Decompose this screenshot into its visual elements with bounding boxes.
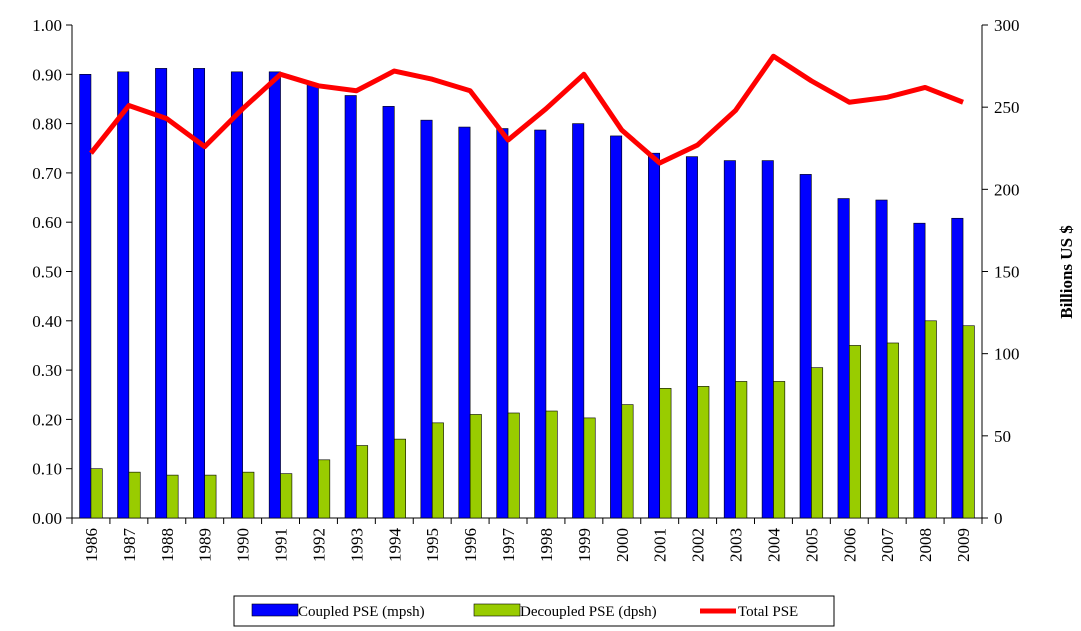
y-tick-label: 0.00 (32, 509, 62, 528)
y2-tick-label: 250 (994, 98, 1020, 117)
y-tick-label: 0.40 (32, 312, 62, 331)
bar (837, 198, 850, 519)
y-tick-label: 1.00 (32, 16, 62, 35)
x-tick-label: 1993 (347, 528, 366, 562)
x-tick-label: 2000 (613, 528, 632, 562)
bar (79, 74, 92, 519)
line (89, 53, 964, 166)
x-tick-label: 1992 (309, 528, 328, 562)
x-tick-label: 1995 (423, 528, 442, 562)
bar (583, 417, 596, 519)
bar (811, 367, 824, 519)
bar (166, 474, 179, 519)
y-tick-label: 0.60 (32, 213, 62, 232)
x-tick-label: 2009 (954, 528, 973, 562)
bar (420, 119, 433, 519)
x-tick-label: 1987 (120, 528, 139, 563)
x-tick-label: 1991 (272, 528, 291, 562)
y-tick-label: 0.10 (32, 460, 62, 479)
y2-tick-label: 150 (994, 263, 1020, 282)
bar (356, 445, 369, 519)
y-tick-label: 0.50 (32, 263, 62, 282)
x-tick-label: 1986 (82, 528, 101, 562)
bar (382, 106, 395, 519)
bar (848, 345, 861, 519)
y2-tick-label: 50 (994, 427, 1011, 446)
x-tick-label: 1994 (385, 528, 404, 563)
bar (128, 471, 141, 519)
bar (659, 388, 672, 519)
bar (685, 156, 698, 519)
bar (268, 71, 281, 519)
y-tick-label: 0.20 (32, 410, 62, 429)
bar (924, 320, 937, 519)
bar (875, 199, 888, 519)
x-tick-label: 1997 (499, 528, 518, 563)
bar (117, 71, 130, 519)
bar (280, 473, 293, 519)
y2-tick-label: 200 (994, 180, 1020, 199)
x-tick-label: 2003 (727, 528, 746, 562)
bar (507, 412, 520, 519)
legend-label: Total PSE (738, 604, 798, 620)
bar (496, 128, 509, 519)
y-tick-label: 0.70 (32, 164, 62, 183)
x-tick-label: 2004 (764, 528, 783, 563)
x-tick-label: 1988 (158, 528, 177, 562)
bar (90, 468, 103, 519)
x-tick-label: 1999 (575, 528, 594, 562)
bar (545, 410, 558, 519)
bar (155, 68, 168, 519)
y-tick-label: 0.30 (32, 361, 62, 380)
legend: Coupled PSE (mpsh) Decoupled PSE (dpsh) To… (233, 595, 835, 627)
x-tick-label: 1998 (537, 528, 556, 562)
bar (621, 404, 634, 519)
bar (761, 160, 774, 519)
bar (458, 126, 471, 519)
bar (962, 325, 975, 519)
bar (230, 71, 243, 519)
bar (193, 68, 206, 519)
y-tick-label: 0.90 (32, 65, 62, 84)
legend-swatch (473, 603, 521, 617)
bar (534, 129, 547, 519)
bar (431, 422, 444, 519)
legend-label: Coupled PSE (mpsh) (298, 604, 425, 620)
legend-label: Decoupled PSE (dpsh) (520, 604, 657, 620)
y-tick-label: 0.80 (32, 115, 62, 134)
y2-tick-label: 0 (994, 509, 1003, 528)
bar (773, 381, 786, 519)
x-tick-label: 2002 (689, 528, 708, 562)
x-tick-label: 1990 (234, 528, 253, 562)
bar (799, 174, 812, 519)
bar (572, 123, 585, 519)
x-tick-label: 1989 (196, 528, 215, 562)
bar (735, 381, 748, 519)
bar (886, 342, 899, 519)
bar (951, 217, 964, 519)
x-tick-label: 2001 (651, 528, 670, 562)
bar (469, 414, 482, 519)
bar (204, 474, 217, 519)
bar (344, 95, 357, 519)
bar (610, 135, 623, 519)
bar (723, 160, 736, 519)
bar (393, 438, 406, 519)
bar (697, 386, 710, 519)
y2-tick-label: 300 (994, 16, 1020, 35)
y2-tick-label: 100 (994, 345, 1020, 364)
bar (913, 222, 926, 519)
bar (242, 471, 255, 519)
x-tick-label: 2008 (916, 528, 935, 562)
legend-swatch (251, 603, 299, 617)
x-tick-label: 2005 (802, 528, 821, 562)
bar (648, 152, 661, 519)
x-tick-label: 2007 (878, 528, 897, 563)
bar (306, 83, 319, 519)
y2-axis-label: Billions US $ (1057, 225, 1076, 319)
bar (318, 459, 331, 519)
x-tick-label: 2006 (840, 528, 859, 562)
x-tick-label: 1996 (461, 528, 480, 562)
